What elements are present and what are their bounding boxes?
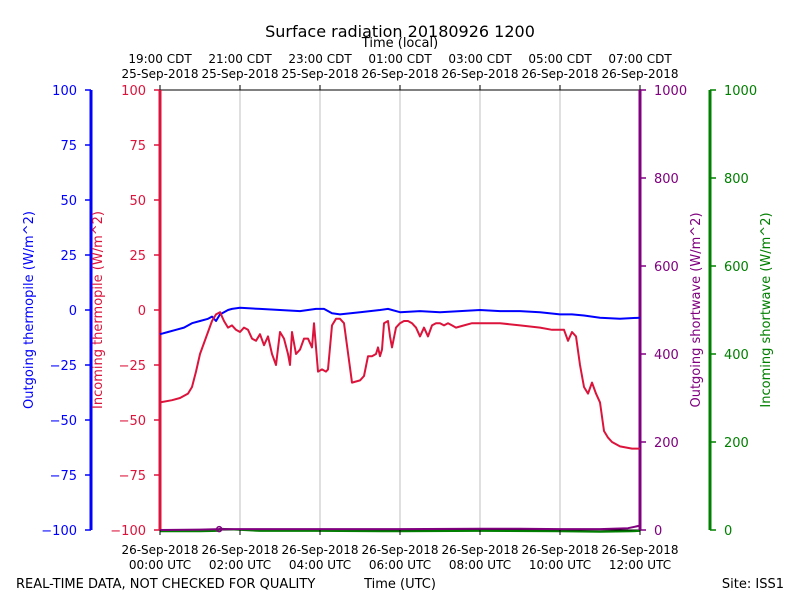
incoming-thermopile-axis-label: Incoming thermopile (W/m^2) [91,211,106,409]
incoming-shortwave-tick-label: 200 [724,436,749,451]
outgoing-thermopile-tick-label: 25 [60,249,77,264]
chart-title: Surface radiation 20180926 1200 [265,22,535,41]
bottom-tick-time: 02:00 UTC [209,558,271,572]
outgoing-shortwave-tick-label: 200 [654,436,679,451]
top-tick-date: 26-Sep-2018 [441,67,518,81]
incoming-thermopile-tick-label: 75 [129,139,146,154]
top-tick-date: 25-Sep-2018 [121,67,198,81]
outgoing-thermopile-axis-label: Outgoing thermopile (W/m^2) [22,211,37,409]
top-tick-time: 03:00 CDT [448,52,512,66]
top-tick-date: 25-Sep-2018 [281,67,358,81]
shortwave-marker [215,525,223,533]
bottom-tick-date: 26-Sep-2018 [521,543,598,557]
footer-disclaimer: REAL-TIME DATA, NOT CHECKED FOR QUALITY [16,577,315,592]
top-tick-date: 25-Sep-2018 [201,67,278,81]
top-tick-time: 23:00 CDT [288,52,352,66]
incoming-thermopile-tick-label: 25 [129,249,146,264]
outgoing-shortwave-tick-label: 800 [654,172,679,187]
incoming-thermopile-tick-label: −75 [119,469,146,484]
top-tick-time: 01:00 CDT [368,52,432,66]
incoming-thermopile-tick-label: 100 [121,84,146,99]
outgoing-thermopile-tick-label: −100 [41,524,77,539]
top-tick-time: 05:00 CDT [528,52,592,66]
bottom-tick-date: 26-Sep-2018 [281,543,358,557]
incoming-shortwave-tick-label: 600 [724,260,749,275]
outgoing-thermopile-tick-label: 50 [60,194,77,209]
bottom-tick-time: 12:00 UTC [609,558,671,572]
bottom-tick-date: 26-Sep-2018 [361,543,438,557]
outgoing-thermopile-tick-label: −50 [50,414,77,429]
top-tick-time: 19:00 CDT [128,52,192,66]
top-tick-date: 26-Sep-2018 [601,67,678,81]
incoming-shortwave-axis-label: Incoming shortwave (W/m^2) [759,212,774,407]
incoming-shortwave-tick-label: 1000 [724,84,757,99]
incoming-thermopile-tick-label: 50 [129,194,146,209]
incoming-shortwave-tick-label: 0 [724,524,732,539]
bottom-tick-time: 10:00 UTC [529,558,591,572]
bottom-tick-time: 00:00 UTC [129,558,191,572]
outgoing-thermopile-line [159,306,641,336]
outgoing-thermopile-tick-label: 100 [52,84,77,99]
bottom-tick-time: 04:00 UTC [289,558,351,572]
site-label: Site: ISS1 [722,577,784,592]
y-axes: 100 75 50 25 0 −25 −50 −75 −100 Outgoing thermopi… [22,84,774,539]
outgoing-thermopile-tick-label: −25 [50,359,77,374]
outgoing-shortwave-tick-label: 0 [654,524,662,539]
outgoing-shortwave-tick-label: 600 [654,260,679,275]
top-tick-time: 21:00 CDT [208,52,272,66]
outgoing-shortwave-tick-label: 400 [654,348,679,363]
incoming-shortwave-tick-label: 400 [724,348,749,363]
outgoing-thermopile-tick-label: 75 [60,139,77,154]
incoming-thermopile-tick-label: 0 [138,304,146,319]
top-tick-time: 07:00 CDT [608,52,672,66]
incoming-thermopile-tick-label: −25 [119,359,146,374]
x-axis-label: Time (UTC) [363,577,436,592]
top-tick-date: 26-Sep-2018 [521,67,598,81]
outgoing-thermopile-tick-label: 0 [69,304,77,319]
outgoing-shortwave-axis-label: Outgoing shortwave (W/m^2) [689,212,704,407]
bottom-tick-date: 26-Sep-2018 [441,543,518,557]
bottom-tick-time: 08:00 UTC [449,558,511,572]
incoming-thermopile-line [159,311,640,450]
bottom-tick-date: 26-Sep-2018 [121,543,198,557]
bottom-tick-date: 26-Sep-2018 [201,543,278,557]
bottom-tick-time: 06:00 UTC [369,558,431,572]
bottom-tick-date: 26-Sep-2018 [601,543,678,557]
outgoing-thermopile-tick-label: −75 [50,469,77,484]
top-axis-label: Time (local) [361,36,438,51]
incoming-shortwave-line [160,527,641,533]
incoming-thermopile-tick-label: −50 [119,414,146,429]
incoming-shortwave-tick-label: 800 [724,172,749,187]
outgoing-shortwave-tick-label: 1000 [654,84,687,99]
data-series [159,306,641,533]
incoming-thermopile-tick-label: −100 [110,524,146,539]
top-tick-date: 26-Sep-2018 [361,67,438,81]
